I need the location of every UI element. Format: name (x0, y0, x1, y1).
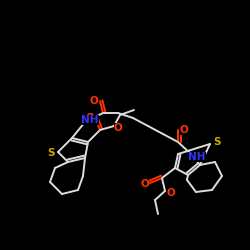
Text: O: O (114, 123, 122, 133)
Text: NH: NH (81, 115, 99, 125)
Text: O: O (140, 179, 149, 189)
Text: O: O (86, 113, 94, 123)
Text: O: O (90, 96, 98, 106)
Text: S: S (213, 137, 221, 147)
Text: O: O (180, 125, 188, 135)
Text: S: S (47, 148, 55, 158)
Text: O: O (166, 188, 175, 198)
Text: NH: NH (188, 152, 206, 162)
